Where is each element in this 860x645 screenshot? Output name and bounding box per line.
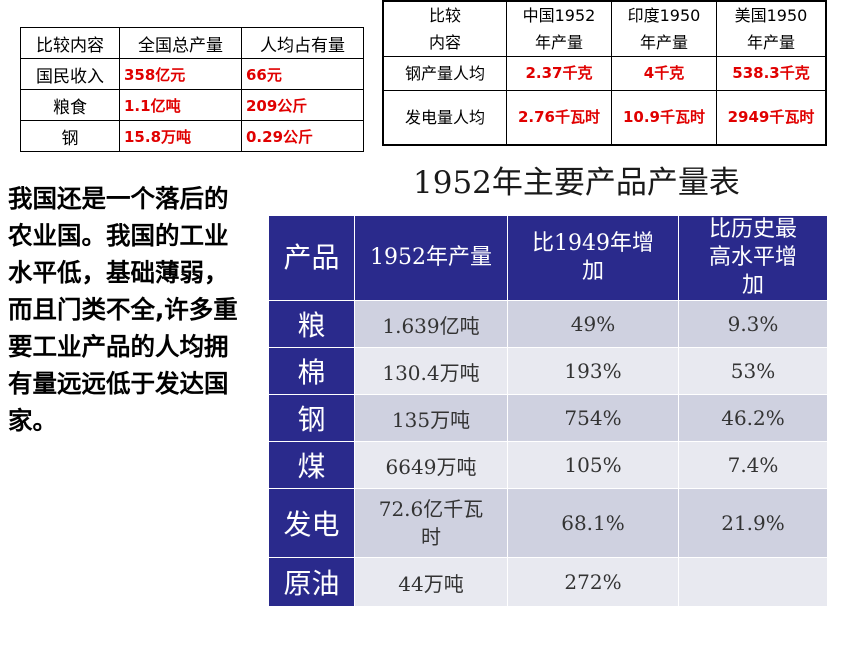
product-output-table: 产品 1952年产量 比1949年增加 比历史最高水平增加 粮 1.639亿吨 … — [268, 215, 828, 607]
table-cell: 72.6亿千瓦时 — [354, 488, 508, 558]
row-label: 钢产量人均 — [382, 56, 507, 91]
table-cell: 53% — [678, 347, 828, 395]
table-cell: 2.37千克 — [506, 56, 612, 91]
comparison-table-output: 比较内容 全国总产量 人均占有量 国民收入 358亿元 66元 粮食 1.1亿吨… — [20, 27, 364, 152]
table-cell: 358亿元 — [119, 58, 242, 90]
table-header-cell: 全国总产量 — [119, 27, 242, 59]
table-row: 国民收入 358亿元 66元 — [20, 58, 364, 90]
table-header-row: 产品 1952年产量 比1949年增加 比历史最高水平增加 — [268, 215, 828, 301]
table-row: 发电量人均 2.76千瓦时 10.9千瓦时 2949千瓦时 — [382, 90, 827, 145]
table-header-cell: 人均占有量 — [241, 27, 364, 59]
table-header-cell: 产品 — [268, 215, 355, 301]
table-cell: 46.2% — [678, 394, 828, 442]
header-line: 美国1950 — [734, 6, 808, 25]
header-line: 内容 — [428, 33, 461, 52]
table-cell: 2949千瓦时 — [716, 90, 827, 145]
table-cell: 538.3千克 — [716, 56, 827, 91]
table-row: 粮 1.639亿吨 49% 9.3% — [268, 300, 828, 348]
table-row: 粮食 1.1亿吨 209公斤 — [20, 89, 364, 121]
table-cell: 754% — [507, 394, 679, 442]
table-header-cell: 印度1950 年产量 — [611, 0, 717, 57]
international-comparison-table: 比较 内容 中国1952 年产量 印度1950 年产量 美国1950 年产量 钢… — [382, 0, 827, 146]
table-cell: 272% — [507, 557, 679, 607]
table-row: 钢 135万吨 754% 46.2% — [268, 394, 828, 442]
table-cell: 135万吨 — [354, 394, 508, 442]
table-header-cell: 1952年产量 — [354, 215, 508, 301]
product-label: 煤 — [268, 441, 355, 489]
table-header-cell: 比较 内容 — [382, 0, 507, 57]
table-cell: 68.1% — [507, 488, 679, 558]
table-header-cell: 比历史最高水平增加 — [678, 215, 828, 301]
table-header-cell: 比较内容 — [20, 27, 120, 59]
table-cell: 49% — [507, 300, 679, 348]
table-row: 发电 72.6亿千瓦时 68.1% 21.9% — [268, 488, 828, 558]
table-cell: 10.9千瓦时 — [611, 90, 717, 145]
table-cell: 15.8万吨 — [119, 120, 242, 152]
table-cell: 1.639亿吨 — [354, 300, 508, 348]
header-line: 比较 — [428, 6, 461, 25]
table-cell: 105% — [507, 441, 679, 489]
table-cell: 2.76千瓦时 — [506, 90, 612, 145]
product-label: 粮 — [268, 300, 355, 348]
table-cell: 6649万吨 — [354, 441, 508, 489]
table-header-row: 比较 内容 中国1952 年产量 印度1950 年产量 美国1950 年产量 — [382, 0, 827, 57]
table-cell: 0.29公斤 — [241, 120, 364, 152]
product-label: 原油 — [268, 557, 355, 607]
table-row: 原油 44万吨 272% — [268, 557, 828, 607]
product-label: 棉 — [268, 347, 355, 395]
summary-paragraph: 我国还是一个落后的农业国。我国的工业水平低，基础薄弱，而且门类不全,许多重要工业… — [8, 184, 238, 435]
row-label: 钢 — [20, 120, 120, 152]
row-label: 国民收入 — [20, 58, 120, 90]
table-cell: 66元 — [241, 58, 364, 90]
product-label: 发电 — [268, 488, 355, 558]
table-header-cell: 中国1952 年产量 — [506, 0, 612, 57]
table-row: 钢产量人均 2.37千克 4千克 538.3千克 — [382, 56, 827, 91]
header-line: 年产量 — [534, 33, 583, 52]
table-caption: 1952年主要产品产量表 — [413, 165, 740, 201]
table-cell: 7.4% — [678, 441, 828, 489]
table-cell: 9.3% — [678, 300, 828, 348]
table-cell: 1.1亿吨 — [119, 89, 242, 121]
header-line: 中国1952 — [522, 6, 596, 25]
row-label: 发电量人均 — [382, 90, 507, 145]
header-line: 印度1950 — [627, 6, 701, 25]
table-row: 棉 130.4万吨 193% 53% — [268, 347, 828, 395]
table-cell: 209公斤 — [241, 89, 364, 121]
table-cell: 130.4万吨 — [354, 347, 508, 395]
table-cell: 4千克 — [611, 56, 717, 91]
table-header-cell: 比1949年增加 — [507, 215, 679, 301]
header-line: 年产量 — [746, 33, 795, 52]
table-cell: 21.9% — [678, 488, 828, 558]
table-header-cell: 美国1950 年产量 — [716, 0, 827, 57]
table-cell: 44万吨 — [354, 557, 508, 607]
table-cell: 193% — [507, 347, 679, 395]
table-header-row: 比较内容 全国总产量 人均占有量 — [20, 27, 364, 59]
table-row: 钢 15.8万吨 0.29公斤 — [20, 120, 364, 152]
row-label: 粮食 — [20, 89, 120, 121]
table-row: 煤 6649万吨 105% 7.4% — [268, 441, 828, 489]
table-cell — [678, 557, 828, 607]
header-line: 年产量 — [639, 33, 688, 52]
product-label: 钢 — [268, 394, 355, 442]
